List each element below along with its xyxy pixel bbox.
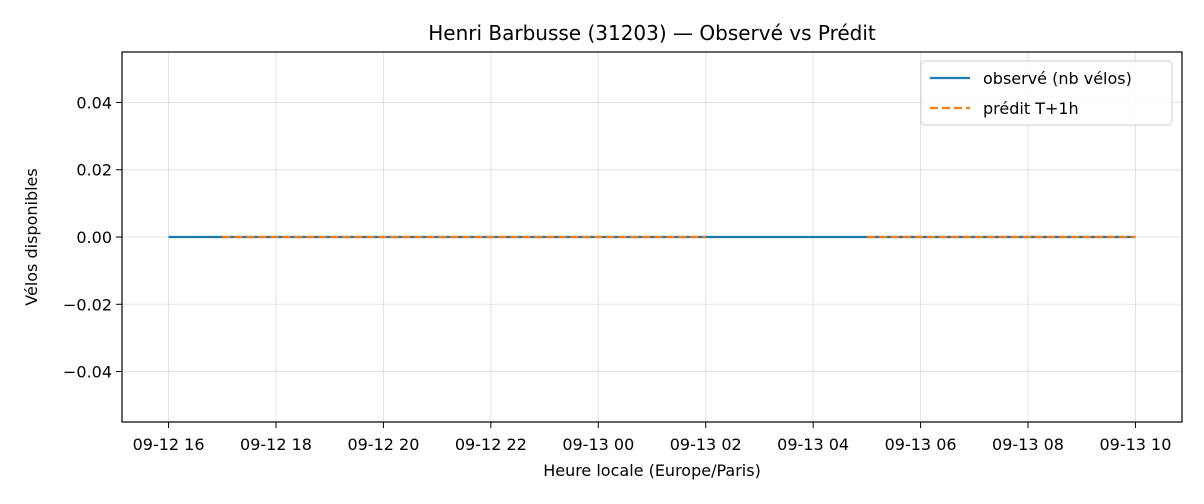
x-tick-label: 09-13 10 (1099, 435, 1171, 454)
chart-title: Henri Barbusse (31203) — Observé vs Préd… (428, 21, 876, 45)
x-tick-label: 09-12 16 (133, 435, 205, 454)
x-axis-label: Heure locale (Europe/Paris) (543, 461, 761, 480)
legend-label-observed: observé (nb vélos) (983, 69, 1132, 88)
y-axis-ticks: 0.04 0.02 0.00 −0.02 −0.04 (63, 93, 122, 382)
x-axis-ticks: 09-12 16 09-12 18 09-12 20 09-12 22 09-13 00… (133, 422, 1171, 454)
legend: observé (nb vélos) prédit T+1h (920, 60, 1173, 126)
y-tick-label: −0.02 (63, 295, 112, 314)
y-tick-label: 0.02 (76, 161, 112, 180)
y-tick-label: 0.04 (76, 93, 112, 112)
y-tick-label: −0.04 (63, 363, 112, 382)
x-tick-label: 09-12 22 (455, 435, 527, 454)
x-tick-label: 09-12 20 (347, 435, 419, 454)
x-tick-label: 09-13 00 (562, 435, 634, 454)
legend-box (920, 60, 1173, 126)
x-tick-label: 09-13 02 (670, 435, 742, 454)
legend-label-predicted: prédit T+1h (983, 99, 1079, 118)
x-tick-label: 09-13 08 (992, 435, 1064, 454)
x-tick-label: 09-13 04 (777, 435, 849, 454)
y-axis-label: Vélos disponibles (22, 168, 41, 305)
x-tick-label: 09-13 06 (885, 435, 957, 454)
y-tick-label: 0.00 (76, 228, 112, 247)
x-tick-label: 09-12 18 (240, 435, 312, 454)
